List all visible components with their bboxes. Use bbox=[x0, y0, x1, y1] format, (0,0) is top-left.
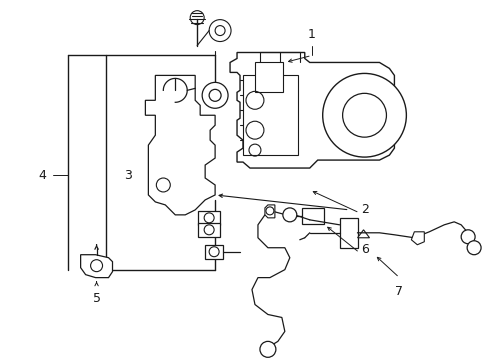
Polygon shape bbox=[410, 232, 424, 245]
Text: 5: 5 bbox=[92, 292, 101, 305]
Bar bbox=[301, 208, 323, 224]
Bar bbox=[198, 223, 220, 237]
Polygon shape bbox=[357, 230, 369, 238]
Circle shape bbox=[466, 241, 480, 255]
Polygon shape bbox=[145, 75, 215, 215]
Text: 7: 7 bbox=[395, 285, 403, 298]
Text: 4: 4 bbox=[39, 168, 47, 181]
Text: 6: 6 bbox=[361, 243, 368, 256]
Circle shape bbox=[460, 230, 474, 244]
Bar bbox=[205, 245, 223, 259]
Circle shape bbox=[282, 208, 296, 222]
Polygon shape bbox=[264, 205, 274, 218]
Text: 1: 1 bbox=[307, 28, 315, 41]
Bar bbox=[243, 75, 297, 155]
Bar bbox=[198, 211, 220, 225]
Polygon shape bbox=[81, 255, 112, 278]
Circle shape bbox=[202, 82, 227, 108]
Bar bbox=[339, 218, 357, 248]
Circle shape bbox=[322, 73, 406, 157]
Text: 2: 2 bbox=[361, 203, 368, 216]
Bar bbox=[254, 62, 282, 92]
Polygon shape bbox=[229, 53, 394, 168]
Text: 3: 3 bbox=[124, 168, 132, 181]
Circle shape bbox=[260, 341, 275, 357]
